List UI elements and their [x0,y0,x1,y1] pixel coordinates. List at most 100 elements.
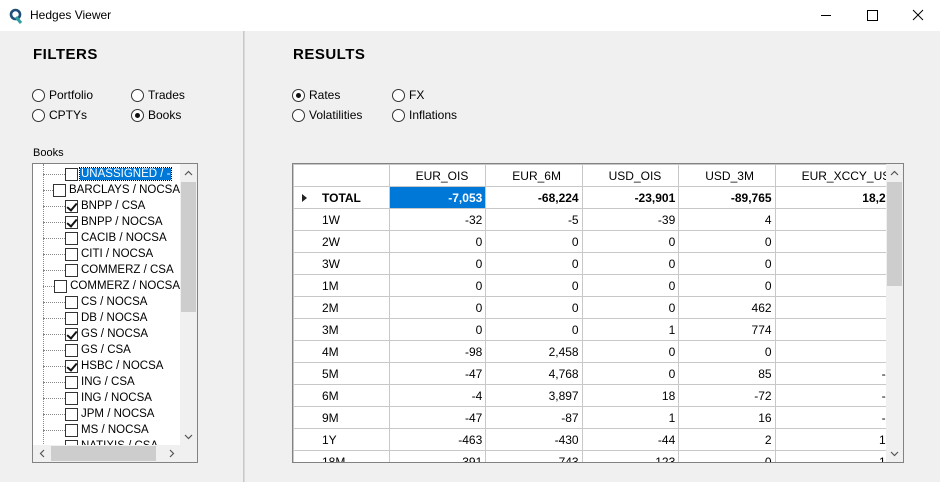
books-vertical-scrollbar[interactable] [180,164,197,445]
grid-cell[interactable]: 0 [774,340,903,363]
grid-cell[interactable]: -123 [581,450,680,462]
book-label[interactable]: ING / CSA [81,376,135,388]
row-header[interactable]: 1Y [293,428,390,451]
grid-cell[interactable]: 0 [485,318,583,341]
grid-cell[interactable]: 4 [678,208,776,231]
grid-cell[interactable]: 0 [774,208,903,231]
book-checkbox[interactable] [65,423,78,437]
book-checkbox[interactable] [65,263,78,277]
row-header[interactable]: 1W [293,208,390,231]
grid-cell[interactable]: -32 [388,208,487,231]
column-header[interactable]: USD_3M [678,164,776,187]
grid-cell[interactable]: 0 [485,274,583,297]
book-tree-item[interactable]: GS / NOCSA [33,326,181,342]
book-checkbox[interactable] [65,231,78,245]
book-tree-item[interactable]: JPM / NOCSA [33,406,181,422]
grid-cell[interactable]: 0 [774,296,903,319]
book-checkbox[interactable] [65,247,78,261]
book-tree-item[interactable]: BNPP / CSA [33,198,181,214]
book-label[interactable]: BARCLAYS / NOCSA [69,184,180,196]
book-label[interactable]: HSBC / NOCSA [81,360,164,372]
maximize-button[interactable] [849,0,895,31]
row-header[interactable]: 9M [293,406,390,429]
book-label[interactable]: MS / NOCSA [81,424,149,436]
scroll-right-icon[interactable] [163,445,180,462]
grid-cell[interactable]: -463 [388,428,487,451]
grid-cell[interactable]: 85 [678,362,776,385]
grid-cell[interactable]: 0 [678,274,776,297]
column-header[interactable]: EUR_6M [485,164,583,187]
book-checkbox[interactable] [65,327,78,341]
grid-cell[interactable]: -4 [388,384,487,407]
grid-cell[interactable]: 16 [678,406,776,429]
grid-cell[interactable]: -18 [774,406,903,429]
grid-cell[interactable]: 0 [678,252,776,275]
book-tree-item[interactable]: ING / CSA [33,374,181,390]
book-label[interactable]: BNPP / CSA [81,200,146,212]
scroll-down-icon[interactable] [180,428,197,445]
scroll-down-icon[interactable] [886,445,903,462]
grid-cell[interactable]: -23,901 [581,186,680,209]
grid-cell[interactable]: 0 [388,296,487,319]
grid-cell[interactable]: -89,765 [678,186,776,209]
book-checkbox[interactable] [65,311,78,325]
book-tree-item[interactable]: COMMERZ / NOCSA [33,278,181,294]
row-header[interactable]: 5M [293,362,390,385]
book-checkbox[interactable] [53,183,66,197]
row-header[interactable]: 18M [293,450,390,462]
book-label[interactable]: UNASSIGNED / - [78,167,173,181]
grid-cell[interactable]: 2 [678,428,776,451]
book-label[interactable]: DB / NOCSA [81,312,148,324]
grid-cell[interactable]: 0 [581,362,680,385]
grid-cell[interactable]: 0 [678,230,776,253]
results-grid[interactable]: EUR_OIS EUR_6M USD_OIS USD_3M EUR_XCCY_U… [292,163,904,463]
book-tree-item[interactable]: HSBC / NOCSA [33,358,181,374]
radio-volatilities[interactable]: Volatilities [292,108,362,122]
book-tree-item[interactable]: ING / NOCSA [33,390,181,406]
grid-cell[interactable]: -743 [485,450,583,462]
radio-trades[interactable]: Trades [131,88,185,102]
grid-cell[interactable]: -87 [485,406,583,429]
book-checkbox[interactable] [65,167,78,181]
hscroll-thumb[interactable] [51,446,156,461]
book-label[interactable]: CS / NOCSA [81,296,148,308]
book-checkbox[interactable] [65,359,78,373]
book-tree-item[interactable]: BNPP / NOCSA [33,214,181,230]
grid-cell[interactable]: 0 [678,340,776,363]
grid-cell[interactable]: 0 [581,274,680,297]
grid-cell[interactable]: 0 [388,252,487,275]
book-checkbox[interactable] [65,295,78,309]
grid-cell[interactable]: 774 [678,318,776,341]
grid-cell[interactable]: 0 [581,252,680,275]
grid-cell[interactable]: -5 [485,208,583,231]
row-header[interactable]: 2M [293,296,390,319]
column-header[interactable]: USD_OIS [581,164,680,187]
row-header[interactable]: 1M [293,274,390,297]
close-button[interactable] [895,0,940,31]
row-header[interactable]: 3M [293,318,390,341]
grid-cell[interactable]: -39 [581,208,680,231]
grid-cell[interactable]: 0 [581,340,680,363]
grid-cell[interactable]: 0 [774,252,903,275]
column-header[interactable]: EUR_XCCY_USD [774,164,903,187]
book-label[interactable]: CACIB / NOCSA [81,232,167,244]
grid-cell[interactable]: -7,053 [388,186,487,209]
grid-cell[interactable]: -47 [388,362,487,385]
grid-cell[interactable]: 0 [485,230,583,253]
book-tree-item[interactable]: GS / CSA [33,342,181,358]
grid-cell[interactable]: -48 [774,362,903,385]
grid-cell[interactable]: 0 [774,230,903,253]
grid-cell[interactable]: 0 [388,274,487,297]
book-tree-item[interactable]: CACIB / NOCSA [33,230,181,246]
column-header[interactable]: EUR_OIS [388,164,487,187]
grid-cell[interactable]: -72 [678,384,776,407]
grid-cell[interactable]: 1 [581,406,680,429]
book-tree-item[interactable]: DB / NOCSA [33,310,181,326]
books-tree[interactable]: UNASSIGNED / - BARCLAYS / NOCSA BNPP / CSA… [32,163,198,463]
grid-cell[interactable]: -98 [388,340,487,363]
grid-cell[interactable]: -47 [774,384,903,407]
grid-cell[interactable]: 0 [388,318,487,341]
book-label[interactable]: GS / NOCSA [81,328,149,340]
grid-cell[interactable]: 3,897 [485,384,583,407]
grid-cell[interactable]: 0 [485,296,583,319]
